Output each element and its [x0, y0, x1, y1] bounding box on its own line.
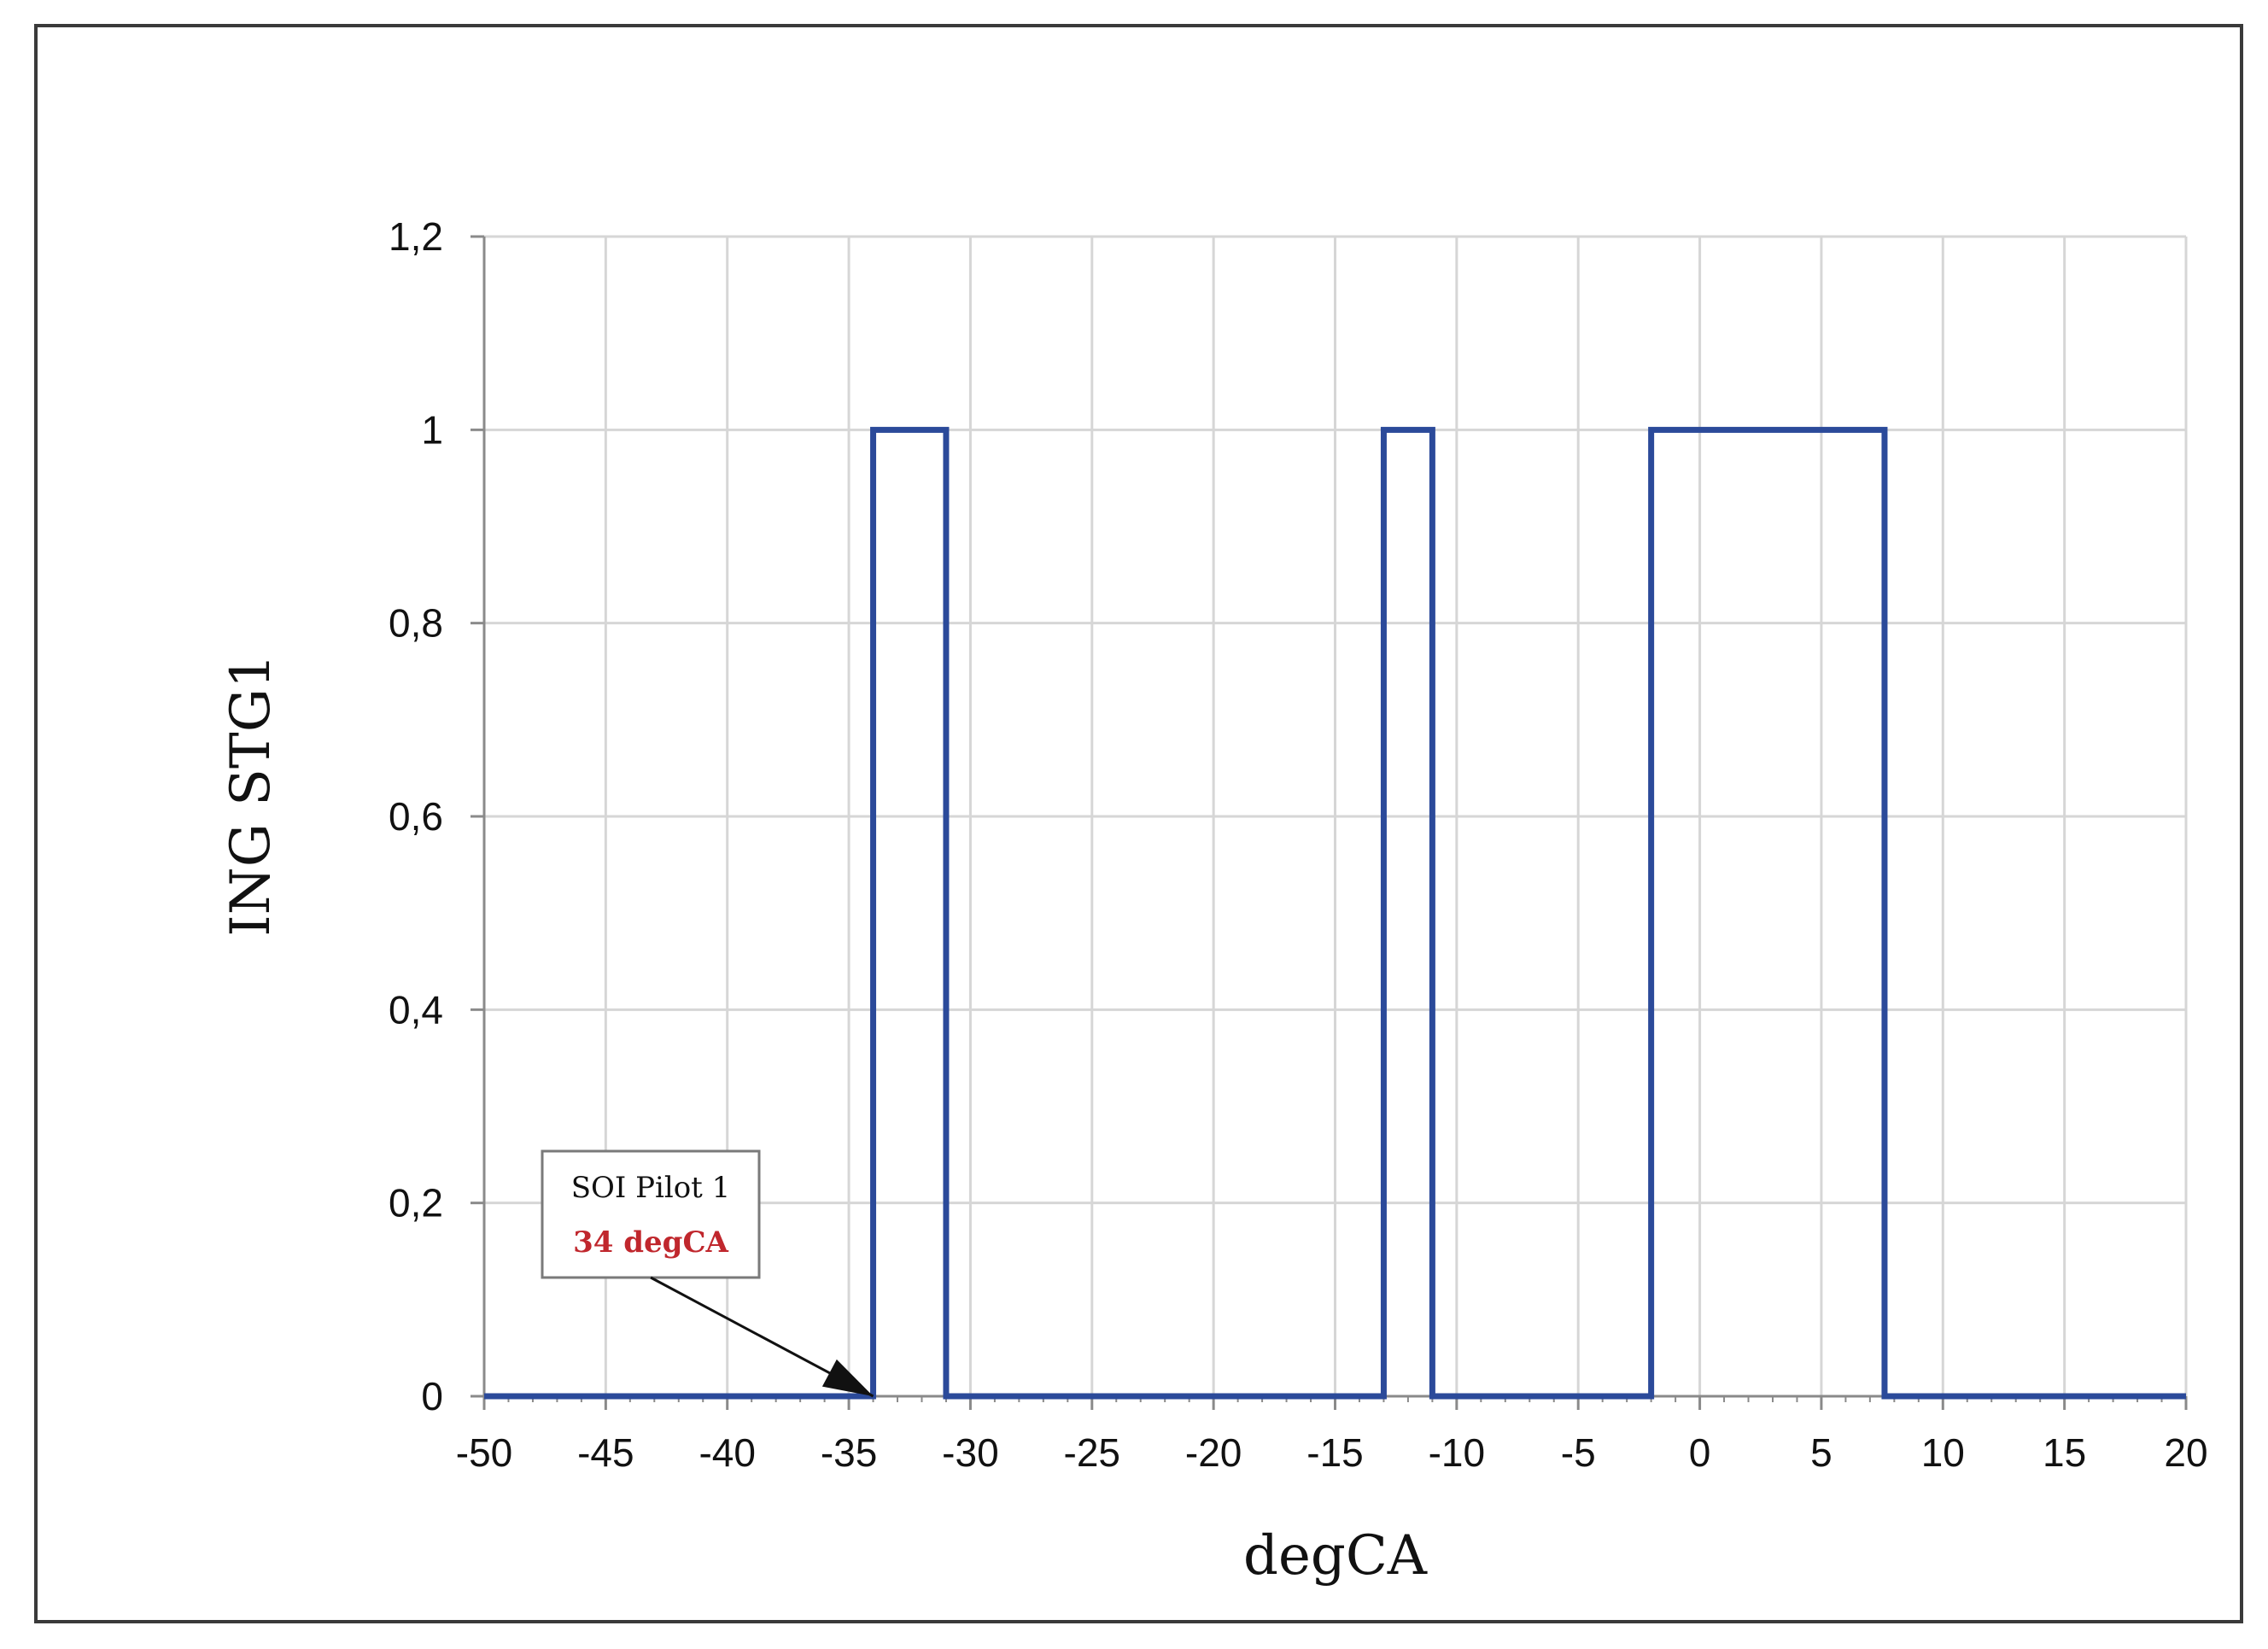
annotation-line2: 34 degCA: [573, 1225, 728, 1260]
y-tick-label: 0,8: [389, 601, 443, 646]
y-tick-label: 0: [421, 1374, 443, 1418]
x-tick-label: -40: [699, 1430, 755, 1475]
y-axis-title: ING STG1: [219, 653, 283, 936]
annotation-box: [541, 1149, 761, 1279]
annotation-line1: SOI Pilot 1: [571, 1171, 731, 1205]
x-tick-label: -45: [577, 1430, 634, 1475]
x-tick-labels: -50 -45 -40 -35 -30 -25 -20 -15 -10 -5 0 5 10 15 20: [456, 1430, 2208, 1475]
x-tick-label: -30: [942, 1430, 998, 1475]
y-tick-label: 0,2: [389, 1181, 443, 1225]
x-tick-label: -20: [1185, 1430, 1242, 1475]
series: [484, 426, 2186, 1400]
y-tick-label: 1: [421, 407, 443, 452]
y-tick-label: 0,4: [389, 987, 443, 1032]
y-tick-labels: 0 0,2 0,4 0,6 0,8 1 1,2: [389, 214, 443, 1418]
x-tick-label: -25: [1064, 1430, 1120, 1475]
x-tick-label: 5: [1810, 1430, 1833, 1475]
x-tick-label: 20: [2164, 1430, 2207, 1475]
annotation: SOI Pilot 1 34 degCA: [541, 1149, 874, 1398]
y-tick-label: 0,6: [389, 794, 443, 839]
x-tick-label: -15: [1306, 1430, 1363, 1475]
x-tick-label: -35: [821, 1430, 877, 1475]
annotation-arrowhead: [821, 1359, 874, 1396]
x-axis-title: degCA: [1243, 1524, 1428, 1588]
x-tick-label: 15: [2043, 1430, 2086, 1475]
x-tick-label: -10: [1429, 1430, 1485, 1475]
figure-frame: [34, 24, 2243, 1623]
x-tick-label: -5: [1561, 1430, 1596, 1475]
x-tick-label: 10: [1921, 1430, 1965, 1475]
series-line: [484, 426, 2186, 1400]
y-tick-label: 1,2: [389, 214, 443, 259]
x-tick-label: 0: [1689, 1430, 1711, 1475]
x-tick-label: -50: [456, 1430, 512, 1475]
